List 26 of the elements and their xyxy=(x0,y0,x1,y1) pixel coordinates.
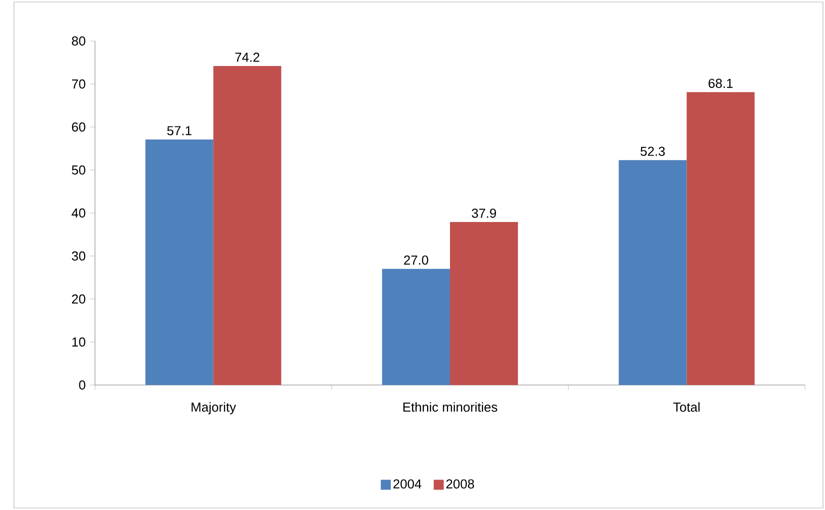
bar xyxy=(213,66,282,385)
legend-label: 2008 xyxy=(446,479,474,489)
y-tick-label: 80 xyxy=(72,36,86,46)
bar xyxy=(618,160,687,385)
bar xyxy=(145,139,214,385)
y-tick-label: 10 xyxy=(72,337,86,347)
x-tick-label: Ethnic minorities xyxy=(403,402,498,412)
data-label: 68.1 xyxy=(708,78,733,88)
bar xyxy=(686,92,755,385)
data-label: 57.1 xyxy=(167,126,192,136)
y-tick-label: 40 xyxy=(72,208,86,218)
data-label: 27.0 xyxy=(404,255,428,265)
data-label: 74.2 xyxy=(235,52,260,62)
x-tick-label: Total xyxy=(673,402,700,412)
bar xyxy=(382,268,450,385)
x-tick-label: Majority xyxy=(192,402,236,414)
bar xyxy=(450,222,518,385)
y-tick-label: 20 xyxy=(72,294,86,304)
data-label: 37.9 xyxy=(472,208,496,218)
legend-label: 2004 xyxy=(393,479,422,489)
y-tick-label: 30 xyxy=(72,251,86,261)
y-tick-label: 50 xyxy=(72,165,86,175)
y-tick-label: 70 xyxy=(72,79,86,89)
data-label: 52.3 xyxy=(640,146,665,156)
y-tick-label: 0 xyxy=(79,380,86,390)
y-tick-label: 60 xyxy=(72,122,86,132)
